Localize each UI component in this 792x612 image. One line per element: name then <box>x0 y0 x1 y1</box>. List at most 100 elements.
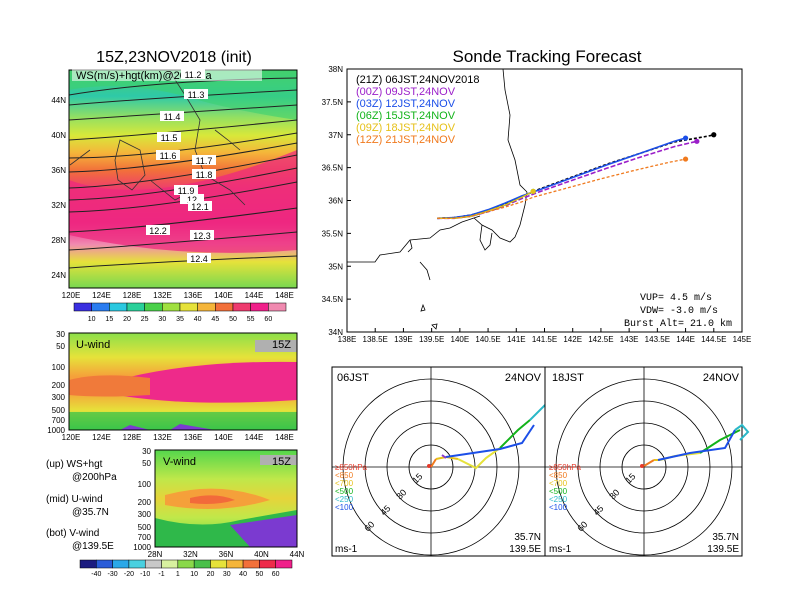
contour-label-bg <box>188 201 212 211</box>
hodo-right-legend-2: <700 <box>549 479 568 488</box>
contour-label: 11.2 <box>185 70 202 80</box>
colorbar-tick: 55 <box>247 316 255 323</box>
colorbar-tick: 60 <box>264 316 272 323</box>
hodo-left-unit: ms-1 <box>335 544 358 555</box>
pressure-tick: 50 <box>56 342 65 351</box>
colorbar-tick: 45 <box>211 316 219 323</box>
lon-tick: 120E <box>62 433 81 442</box>
x-tick: 140E <box>451 335 470 344</box>
ws-map-lon-ticks: 120E 124E 128E 132E 136E 140E 144E 148E <box>62 291 294 300</box>
pressure-tick: 700 <box>138 533 152 542</box>
wind-colorbar <box>79 559 293 569</box>
v-wind-label: V-wind <box>163 456 196 468</box>
v-wind-lat-ticks: 28N 32N 36N 40N 44N <box>148 550 305 559</box>
track-legend-item: (03Z) 12JST,24NOV <box>356 98 456 110</box>
hodo-right-lat: 35.7N <box>712 532 739 543</box>
colorbar-swatch <box>73 302 92 312</box>
lat-tick: 44N <box>51 96 66 105</box>
colorbar-tick: -10 <box>140 571 150 578</box>
track-legend-item: (09Z) 18JST,24NOV <box>356 122 456 134</box>
colorbar-swatch <box>161 559 179 569</box>
v-wind-panel: V-wind 15Z <box>154 449 298 548</box>
colorbar-swatch <box>109 302 128 312</box>
ws-colorbar-ticks: 10 15 20 25 30 35 40 45 50 55 60 <box>88 316 273 323</box>
colorbar-swatch <box>126 302 145 312</box>
note-up-1: (up) WS+hgt <box>46 459 103 470</box>
vdw-text: VDW= -3.0 m/s <box>640 305 718 317</box>
contour-label-bg <box>180 194 204 204</box>
right-title: Sonde Tracking Forecast <box>453 47 642 66</box>
lat-tick: 28N <box>148 550 163 559</box>
hodo-right-legend-3: <500 <box>549 487 568 496</box>
u-wind-time: 15Z <box>272 339 291 351</box>
note-mid-2: @35.7N <box>72 507 109 518</box>
contour-label-bg <box>174 185 198 195</box>
colorbar-tick: 1 <box>176 571 180 578</box>
colorbar-swatch <box>179 302 198 312</box>
lon-tick: 136E <box>184 433 203 442</box>
lon-tick: 124E <box>92 291 111 300</box>
colorbar-tick: 20 <box>207 571 215 578</box>
contour-label-bg <box>146 225 170 235</box>
colorbar-swatch <box>144 302 163 312</box>
colorbar-tick: -30 <box>108 571 118 578</box>
colorbar-swatch <box>197 302 216 312</box>
colorbar-swatch <box>226 559 244 569</box>
contour-label: 11.6 <box>160 151 177 161</box>
contour-label: 12 <box>187 195 197 205</box>
lat-tick: 32N <box>183 550 198 559</box>
lat-tick: 36N <box>51 166 66 175</box>
lon-tick: 148E <box>275 433 294 442</box>
track-legend: (21Z) 06JST,24NOV2018(00Z) 09JST,24NOV(0… <box>356 74 480 146</box>
contour-label: 11.8 <box>196 170 213 180</box>
contour-label-bg <box>192 155 216 165</box>
hodo-right-legend-5: <100 <box>549 503 568 512</box>
colorbar-tick: -20 <box>124 571 134 578</box>
u-wind-label: U-wind <box>76 339 110 351</box>
track-end-point <box>682 135 689 141</box>
colorbar-tick: 50 <box>255 571 263 578</box>
vup-text: VUP= 4.5 m/s <box>640 292 712 304</box>
colorbar-swatch <box>242 559 260 569</box>
pressure-tick: 500 <box>52 406 66 415</box>
lon-tick: 136E <box>184 291 203 300</box>
ws-map-panel: WS(m/s)+hgt(km)@200hPa <box>68 68 298 289</box>
colorbar-swatch <box>128 559 146 569</box>
contour-label-bg <box>184 89 208 99</box>
hodo-right-unit: ms-1 <box>549 544 572 555</box>
contour-label: 11.5 <box>161 133 178 143</box>
lon-tick: 144E <box>245 433 264 442</box>
lat-tick: 28N <box>51 236 66 245</box>
note-up-2: @200hPa <box>72 472 117 483</box>
track-series <box>437 132 717 220</box>
x-tick: 141.5E <box>532 335 557 344</box>
contour-label-bg <box>160 111 184 121</box>
track-legend-item: (12Z) 21JST,24NOV <box>356 134 456 146</box>
y-tick: 35N <box>328 262 343 271</box>
lon-tick: 120E <box>62 291 81 300</box>
lon-tick: 144E <box>245 291 264 300</box>
u-wind-lon-ticks: 120E 124E 128E 132E 136E 140E 144E 148E <box>62 433 294 442</box>
y-tick: 37.5N <box>322 98 344 107</box>
y-tick: 37N <box>328 131 343 140</box>
lon-tick: 132E <box>153 291 172 300</box>
track-y-ticks: 38N 37.5N 37N 36.5N 36N 35.5N 35N 34.5N 34N <box>322 65 351 337</box>
y-tick: 38N <box>328 65 343 74</box>
panel-notes: (up) WS+hgt @200hPa (mid) U-wind @35.7N … <box>46 459 117 552</box>
colorbar-tick: 40 <box>239 571 247 578</box>
colorbar-swatch <box>275 559 293 569</box>
note-bot-1: (bot) V-wind <box>46 528 99 539</box>
lon-tick: 148E <box>275 291 294 300</box>
y-tick: 35.5N <box>322 229 344 238</box>
pressure-tick: 200 <box>52 381 66 390</box>
x-tick: 138E <box>338 335 357 344</box>
v-wind-time: 15Z <box>272 456 291 468</box>
colorbar-swatch <box>259 559 276 569</box>
pressure-tick: 200 <box>138 498 152 507</box>
contour-label: 11.7 <box>196 156 213 166</box>
track-end-point <box>530 188 536 194</box>
lon-tick: 124E <box>92 433 111 442</box>
ws-map-label: WS(m/s)+hgt(km)@200hPa <box>76 70 212 82</box>
